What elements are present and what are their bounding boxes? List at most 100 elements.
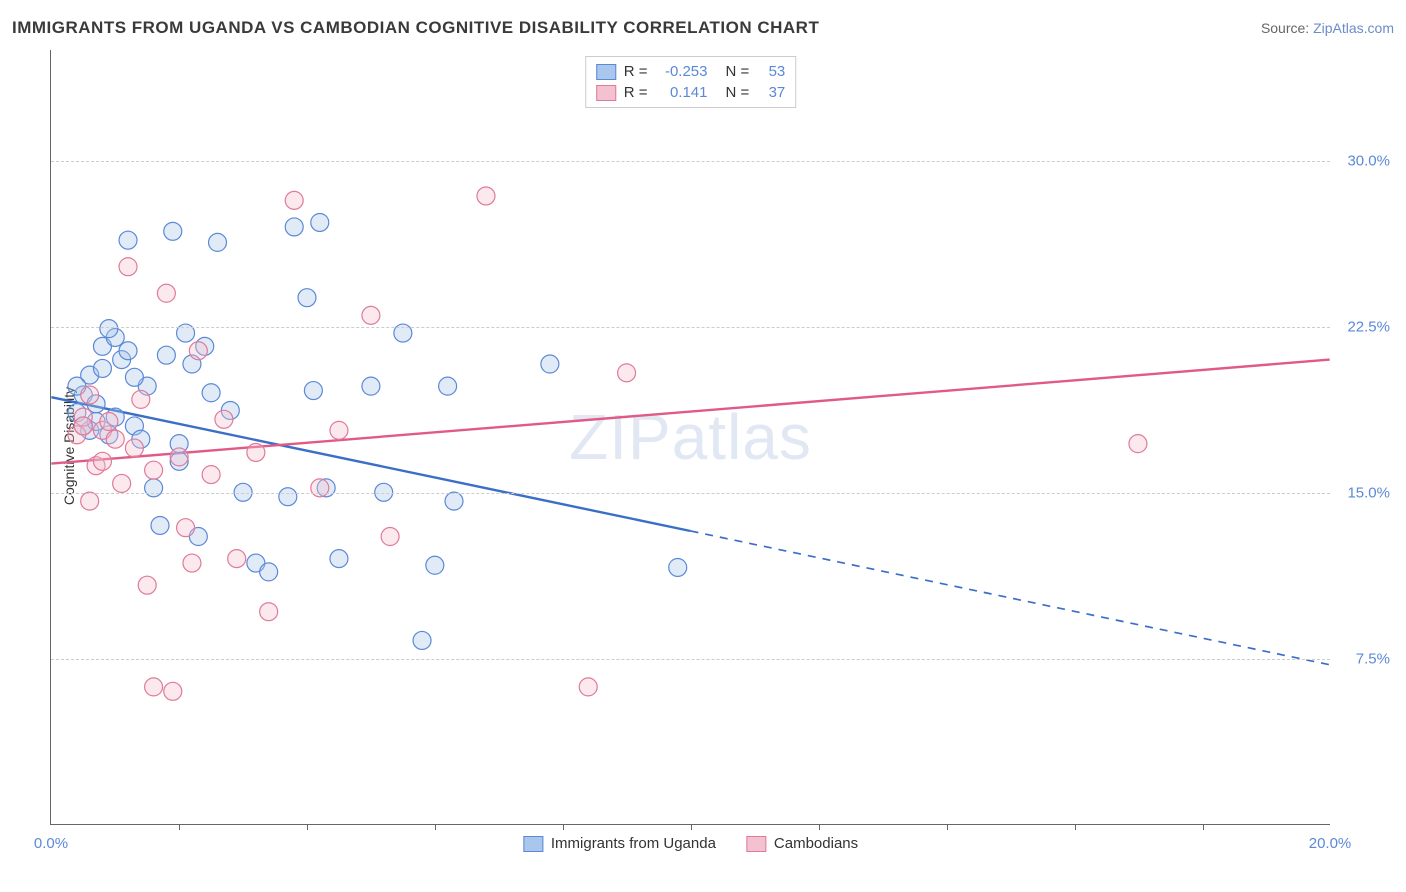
legend-n-value: 37 xyxy=(757,84,785,101)
point-cambodia xyxy=(189,342,207,360)
legend-swatch-cambodia xyxy=(596,85,616,101)
point-uganda xyxy=(151,516,169,534)
legend-label-uganda: Immigrants from Uganda xyxy=(551,835,716,852)
legend-item-cambodia: Cambodians xyxy=(746,835,858,852)
point-uganda xyxy=(260,563,278,581)
point-cambodia xyxy=(477,187,495,205)
point-cambodia xyxy=(285,191,303,209)
gridline-h xyxy=(51,327,1330,328)
point-uganda xyxy=(413,631,431,649)
legend-r-label: R = xyxy=(624,84,648,101)
source-prefix: Source: xyxy=(1261,20,1313,36)
point-cambodia xyxy=(1129,435,1147,453)
point-cambodia xyxy=(164,682,182,700)
x-tick-mark xyxy=(1075,824,1076,830)
gridline-h xyxy=(51,493,1330,494)
point-uganda xyxy=(202,384,220,402)
legend-swatch-cambodia xyxy=(746,836,766,852)
x-tick-right: 20.0% xyxy=(1309,835,1352,852)
legend-n-label: N = xyxy=(726,63,750,80)
y-tick-label: 15.0% xyxy=(1335,484,1390,501)
trend-line-dashed-uganda xyxy=(691,531,1330,665)
point-uganda xyxy=(311,214,329,232)
legend-correlation: R = -0.253 N = 53 R = 0.141 N = 37 xyxy=(585,56,797,108)
point-uganda xyxy=(93,359,111,377)
point-uganda xyxy=(426,556,444,574)
plot-area: ZIPatlas R = -0.253 N = 53 R = 0.141 N =… xyxy=(50,50,1330,825)
point-cambodia xyxy=(260,603,278,621)
legend-swatch-uganda xyxy=(523,836,543,852)
point-cambodia xyxy=(183,554,201,572)
chart-source: Source: ZipAtlas.com xyxy=(1261,20,1394,36)
point-cambodia xyxy=(113,474,131,492)
point-uganda xyxy=(285,218,303,236)
point-cambodia xyxy=(177,519,195,537)
point-cambodia xyxy=(100,413,118,431)
point-cambodia xyxy=(170,448,188,466)
point-cambodia xyxy=(228,550,246,568)
legend-swatch-uganda xyxy=(596,64,616,80)
point-cambodia xyxy=(362,306,380,324)
legend-n-value: 53 xyxy=(757,63,785,80)
point-cambodia xyxy=(311,479,329,497)
gridline-h xyxy=(51,161,1330,162)
point-cambodia xyxy=(145,461,163,479)
point-uganda xyxy=(362,377,380,395)
point-cambodia xyxy=(119,258,137,276)
point-cambodia xyxy=(330,421,348,439)
legend-r-value: 0.141 xyxy=(656,84,708,101)
legend-n-label: N = xyxy=(726,84,750,101)
x-tick-mark xyxy=(307,824,308,830)
point-uganda xyxy=(298,289,316,307)
point-uganda xyxy=(157,346,175,364)
legend-label-cambodia: Cambodians xyxy=(774,835,858,852)
point-cambodia xyxy=(74,417,92,435)
point-cambodia xyxy=(125,439,143,457)
point-cambodia xyxy=(579,678,597,696)
legend-item-uganda: Immigrants from Uganda xyxy=(523,835,716,852)
point-uganda xyxy=(119,342,137,360)
point-uganda xyxy=(541,355,559,373)
point-uganda xyxy=(100,320,118,338)
point-uganda xyxy=(669,558,687,576)
point-uganda xyxy=(445,492,463,510)
source-link[interactable]: ZipAtlas.com xyxy=(1313,20,1394,36)
x-tick-mark xyxy=(947,824,948,830)
point-uganda xyxy=(279,488,297,506)
point-cambodia xyxy=(247,443,265,461)
x-tick-mark xyxy=(1203,824,1204,830)
x-tick-mark xyxy=(179,824,180,830)
y-tick-label: 22.5% xyxy=(1335,318,1390,335)
y-tick-label: 30.0% xyxy=(1335,152,1390,169)
legend-row-cambodia: R = 0.141 N = 37 xyxy=(596,82,786,103)
point-cambodia xyxy=(215,410,233,428)
gridline-h xyxy=(51,659,1330,660)
legend-series: Immigrants from Uganda Cambodians xyxy=(523,835,858,852)
point-cambodia xyxy=(138,576,156,594)
point-cambodia xyxy=(93,452,111,470)
x-tick-mark xyxy=(435,824,436,830)
point-uganda xyxy=(330,550,348,568)
x-tick-mark xyxy=(563,824,564,830)
point-uganda xyxy=(145,479,163,497)
point-uganda xyxy=(209,233,227,251)
chart-title: IMMIGRANTS FROM UGANDA VS CAMBODIAN COGN… xyxy=(12,18,819,38)
point-cambodia xyxy=(81,492,99,510)
point-cambodia xyxy=(132,390,150,408)
x-tick-left: 0.0% xyxy=(34,835,68,852)
point-cambodia xyxy=(618,364,636,382)
point-cambodia xyxy=(106,430,124,448)
x-tick-mark xyxy=(691,824,692,830)
point-cambodia xyxy=(202,466,220,484)
x-tick-mark xyxy=(819,824,820,830)
legend-row-uganda: R = -0.253 N = 53 xyxy=(596,61,786,82)
legend-r-value: -0.253 xyxy=(656,63,708,80)
point-cambodia xyxy=(145,678,163,696)
plot-svg xyxy=(51,50,1330,824)
point-uganda xyxy=(125,368,143,386)
point-cambodia xyxy=(157,284,175,302)
point-cambodia xyxy=(381,528,399,546)
y-tick-label: 7.5% xyxy=(1335,650,1390,667)
point-uganda xyxy=(304,382,322,400)
point-uganda xyxy=(119,231,137,249)
